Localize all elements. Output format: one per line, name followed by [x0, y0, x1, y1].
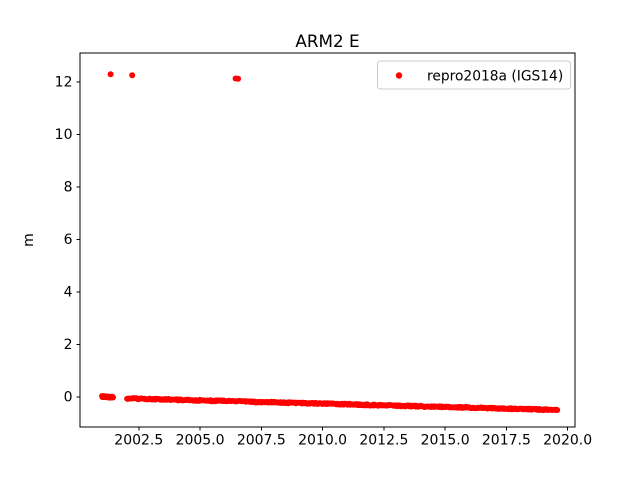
- x-tick-label: 2007.5: [237, 433, 286, 449]
- y-tick-label: 8: [64, 180, 73, 196]
- x-tick-label: 2020.0: [543, 433, 592, 449]
- y-tick-label: 2: [64, 337, 73, 353]
- x-tick-label: 2015.0: [421, 433, 470, 449]
- y-tick-label: 6: [64, 232, 73, 248]
- y-tick-label: 10: [55, 127, 73, 143]
- x-tick-label: 2002.5: [114, 433, 163, 449]
- legend: repro2018a (IGS14): [377, 60, 571, 90]
- chart-title: ARM2 E: [295, 31, 359, 51]
- x-tick-label: 2017.5: [482, 433, 531, 449]
- y-tick-label: 0: [64, 390, 73, 406]
- x-tick-label: 2010.0: [298, 433, 347, 449]
- plot-frame: [79, 52, 576, 428]
- legend-marker-icon: [395, 72, 403, 79]
- x-tick-label: 2005.0: [176, 433, 225, 449]
- legend-label: repro2018a (IGS14): [427, 69, 563, 85]
- x-tick-label: 2012.5: [359, 433, 408, 449]
- x-axis-ticks: 2002.5 2005.0 2007.5 2010.0 2012.5 2015.0 2017…: [114, 427, 592, 449]
- y-axis-ticks: 0 2 4 6 8 10 12: [55, 75, 80, 406]
- y-tick-label: 12: [55, 75, 73, 91]
- y-axis-label: m: [21, 233, 37, 247]
- legend-box: [377, 60, 571, 90]
- scatter-series: [99, 71, 561, 414]
- y-tick-label: 4: [64, 285, 73, 301]
